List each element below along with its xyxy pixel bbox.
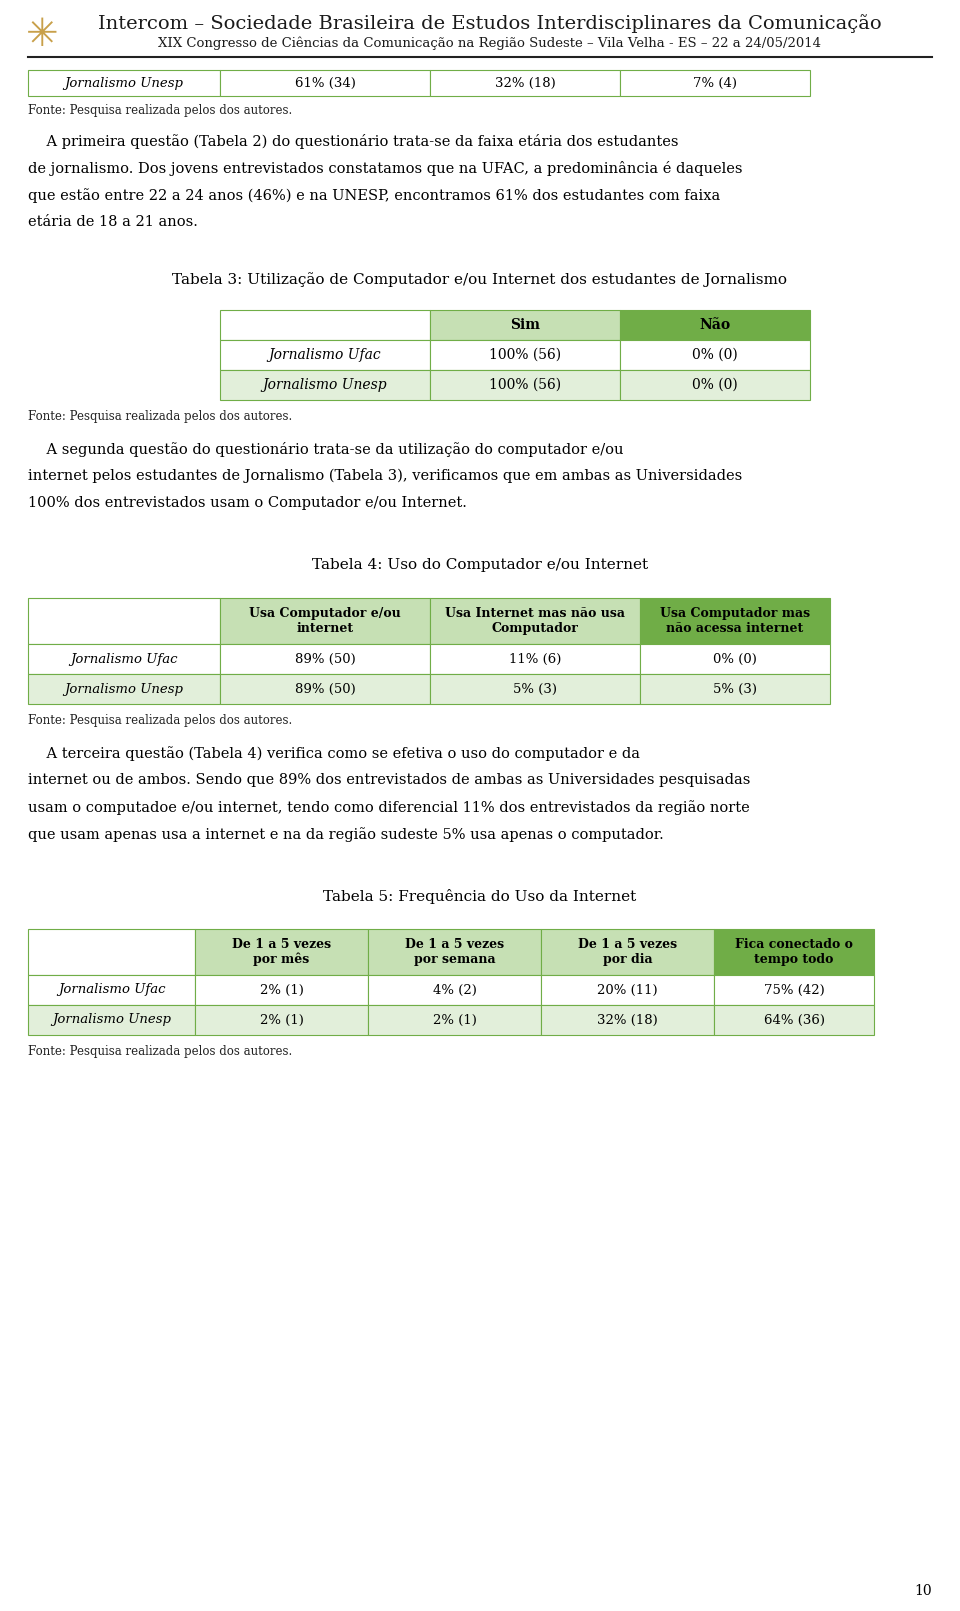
Text: Jornalismo Ufac: Jornalismo Ufac (70, 652, 178, 665)
Text: 0% (0): 0% (0) (692, 348, 738, 362)
Bar (28, 69, 220, 97)
Bar (640, 644, 830, 673)
Text: 89% (50): 89% (50) (295, 683, 355, 696)
Text: usam o computadoe e/ou internet, tendo como diferencial 11% dos entrevistados da: usam o computadoe e/ou internet, tendo c… (28, 801, 750, 815)
Text: 2% (1): 2% (1) (259, 983, 303, 997)
Text: 5% (3): 5% (3) (713, 683, 757, 696)
Bar (620, 340, 810, 371)
Bar (368, 1005, 541, 1034)
Bar (430, 371, 620, 400)
Text: A segunda questão do questionário trata-se da utilização do computador e/ou: A segunda questão do questionário trata-… (28, 441, 623, 458)
Text: Tabela 3: Utilização de Computador e/ou Internet dos estudantes de Jornalismo: Tabela 3: Utilização de Computador e/ou … (173, 272, 787, 287)
Bar (220, 309, 430, 340)
Text: 20% (11): 20% (11) (597, 983, 658, 997)
Text: Usa Computador e/ou
internet: Usa Computador e/ou internet (250, 607, 401, 635)
Text: que estão entre 22 a 24 anos (46%) e na UNESP, encontramos 61% dos estudantes co: que estão entre 22 a 24 anos (46%) e na … (28, 188, 720, 203)
Bar (28, 644, 220, 673)
Bar (714, 1005, 874, 1034)
Text: De 1 a 5 vezes
por dia: De 1 a 5 vezes por dia (578, 938, 677, 967)
Bar (620, 371, 810, 400)
Bar (28, 598, 220, 644)
Text: 0% (0): 0% (0) (692, 379, 738, 391)
Bar (640, 673, 830, 704)
Bar (195, 930, 368, 975)
Bar (220, 340, 430, 371)
Bar (28, 673, 220, 704)
Text: internet pelos estudantes de Jornalismo (Tabela 3), verificamos que em ambas as : internet pelos estudantes de Jornalismo … (28, 469, 742, 483)
Text: 89% (50): 89% (50) (295, 652, 355, 665)
Bar (430, 69, 620, 97)
Text: A terceira questão (Tabela 4) verifica como se efetiva o uso do computador e da: A terceira questão (Tabela 4) verifica c… (28, 746, 640, 760)
Text: Intercom – Sociedade Brasileira de Estudos Interdisciplinares da Comunicação: Intercom – Sociedade Brasileira de Estud… (98, 14, 882, 32)
Bar (28, 975, 195, 1005)
Text: Fonte: Pesquisa realizada pelos dos autores.: Fonte: Pesquisa realizada pelos dos auto… (28, 1046, 292, 1058)
Text: Fonte: Pesquisa realizada pelos dos autores.: Fonte: Pesquisa realizada pelos dos auto… (28, 105, 292, 118)
Bar (195, 1005, 368, 1034)
Bar (430, 673, 640, 704)
Bar (220, 598, 430, 644)
Text: 32% (18): 32% (18) (597, 1013, 658, 1026)
Text: Fonte: Pesquisa realizada pelos dos autores.: Fonte: Pesquisa realizada pelos dos auto… (28, 411, 292, 424)
Text: Jornalismo Unesp: Jornalismo Unesp (263, 379, 387, 391)
Bar (620, 309, 810, 340)
Text: Fica conectado o
tempo todo: Fica conectado o tempo todo (735, 938, 852, 967)
Text: XIX Congresso de Ciências da Comunicação na Região Sudeste – Vila Velha - ES – 2: XIX Congresso de Ciências da Comunicação… (158, 35, 822, 50)
Bar (541, 930, 714, 975)
Text: Jornalismo Ufac: Jornalismo Ufac (58, 983, 165, 997)
Text: Tabela 4: Uso do Computador e/ou Internet: Tabela 4: Uso do Computador e/ou Interne… (312, 557, 648, 572)
Bar (541, 1005, 714, 1034)
Text: 100% dos entrevistados usam o Computador e/ou Internet.: 100% dos entrevistados usam o Computador… (28, 496, 467, 511)
Text: 2% (1): 2% (1) (433, 1013, 476, 1026)
Bar (220, 69, 430, 97)
Text: 2% (1): 2% (1) (259, 1013, 303, 1026)
Text: Usa Internet mas não usa
Computador: Usa Internet mas não usa Computador (445, 607, 625, 635)
Text: que usam apenas usa a internet e na da região sudeste 5% usa apenas o computador: que usam apenas usa a internet e na da r… (28, 826, 663, 843)
Bar (714, 975, 874, 1005)
Bar (541, 975, 714, 1005)
Text: 0% (0): 0% (0) (713, 652, 756, 665)
Text: 4% (2): 4% (2) (433, 983, 476, 997)
Text: 100% (56): 100% (56) (489, 379, 561, 391)
Text: 64% (36): 64% (36) (763, 1013, 825, 1026)
Bar (430, 598, 640, 644)
Text: Fonte: Pesquisa realizada pelos dos autores.: Fonte: Pesquisa realizada pelos dos auto… (28, 714, 292, 727)
Bar (220, 644, 430, 673)
Text: Jornalismo Unesp: Jornalismo Unesp (52, 1013, 171, 1026)
Bar (368, 975, 541, 1005)
Text: Não: Não (700, 317, 731, 332)
Text: De 1 a 5 vezes
por semana: De 1 a 5 vezes por semana (405, 938, 504, 967)
Text: etária de 18 a 21 anos.: etária de 18 a 21 anos. (28, 214, 198, 229)
Text: Jornalismo Ufac: Jornalismo Ufac (269, 348, 381, 362)
Bar (220, 371, 430, 400)
Text: 7% (4): 7% (4) (693, 76, 737, 90)
Text: Sim: Sim (510, 317, 540, 332)
Bar (28, 1005, 195, 1034)
Text: A primeira questão (Tabela 2) do questionário trata-se da faixa etária dos estud: A primeira questão (Tabela 2) do questio… (28, 134, 679, 148)
Bar (28, 930, 195, 975)
Text: Jornalismo Unesp: Jornalismo Unesp (64, 76, 183, 90)
Text: 10: 10 (914, 1584, 932, 1598)
Text: 11% (6): 11% (6) (509, 652, 562, 665)
Text: 32% (18): 32% (18) (494, 76, 556, 90)
Bar (430, 309, 620, 340)
Text: Jornalismo Unesp: Jornalismo Unesp (64, 683, 183, 696)
Bar (195, 975, 368, 1005)
Bar (640, 598, 830, 644)
Text: internet ou de ambos. Sendo que 89% dos entrevistados de ambas as Universidades : internet ou de ambos. Sendo que 89% dos … (28, 773, 751, 788)
Bar (620, 69, 810, 97)
Bar (430, 644, 640, 673)
Bar (430, 340, 620, 371)
Bar (368, 930, 541, 975)
Bar (714, 930, 874, 975)
Text: 100% (56): 100% (56) (489, 348, 561, 362)
Text: 61% (34): 61% (34) (295, 76, 355, 90)
Text: ✳: ✳ (26, 16, 59, 55)
Text: 75% (42): 75% (42) (763, 983, 825, 997)
Text: De 1 a 5 vezes
por mês: De 1 a 5 vezes por mês (232, 938, 331, 967)
Text: de jornalismo. Dos jovens entrevistados constatamos que na UFAC, a predominância: de jornalismo. Dos jovens entrevistados … (28, 161, 742, 176)
Text: Usa Computador mas
não acessa internet: Usa Computador mas não acessa internet (660, 607, 810, 635)
Text: 5% (3): 5% (3) (513, 683, 557, 696)
Bar (220, 673, 430, 704)
Text: Tabela 5: Frequência do Uso da Internet: Tabela 5: Frequência do Uso da Internet (324, 889, 636, 904)
